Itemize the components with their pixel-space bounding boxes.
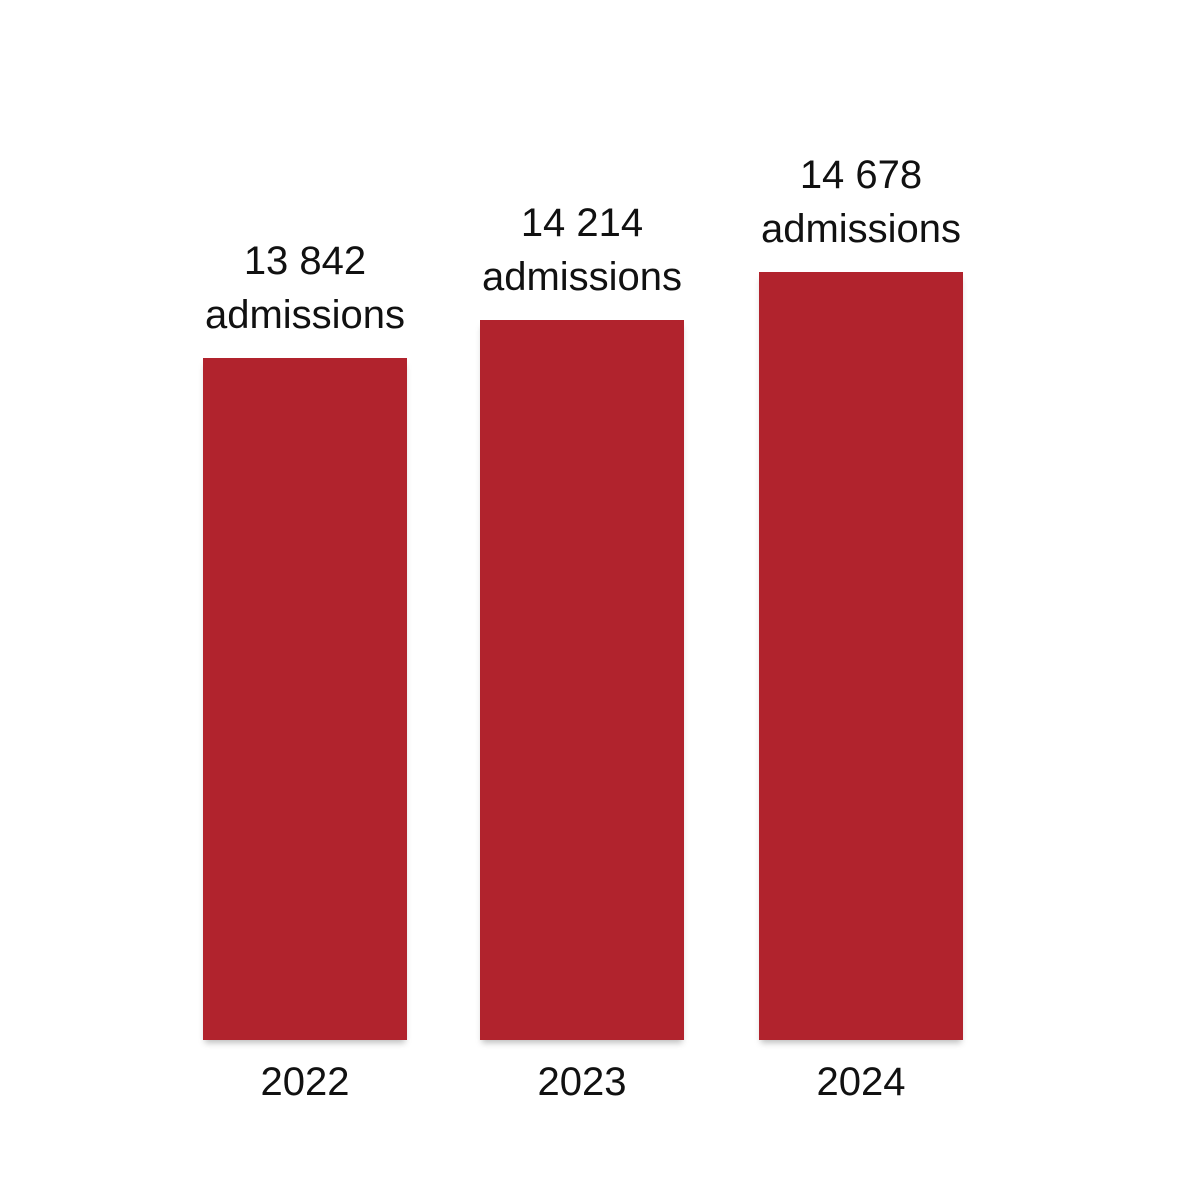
value-text: 14 214 — [520, 201, 644, 245]
unit-text: admissions — [204, 293, 406, 337]
bar-2023 — [480, 320, 684, 1040]
bar-value-label-2023: 14 214 admissions — [482, 196, 682, 304]
bar-value-label-2024: 14 678 admissions — [761, 148, 961, 256]
value-text: 14 678 — [799, 153, 923, 197]
bar-2024 — [759, 272, 963, 1040]
bar-2022 — [203, 358, 407, 1040]
axis-label-2023: 2023 — [537, 1060, 627, 1104]
bar-group-2024: 14 678 admissions 2024 — [759, 148, 963, 1102]
axis-label-2024: 2024 — [816, 1060, 906, 1104]
unit-text: admissions — [760, 207, 962, 251]
bar-group-2022: 13 842 admissions 2022 — [203, 234, 407, 1102]
axis-label-2022: 2022 — [260, 1060, 350, 1104]
bar-group-2023: 14 214 admissions 2023 — [480, 196, 684, 1102]
bar-value-label-2022: 13 842 admissions — [205, 234, 405, 342]
value-text: 13 842 — [243, 239, 367, 283]
unit-text: admissions — [481, 255, 683, 299]
